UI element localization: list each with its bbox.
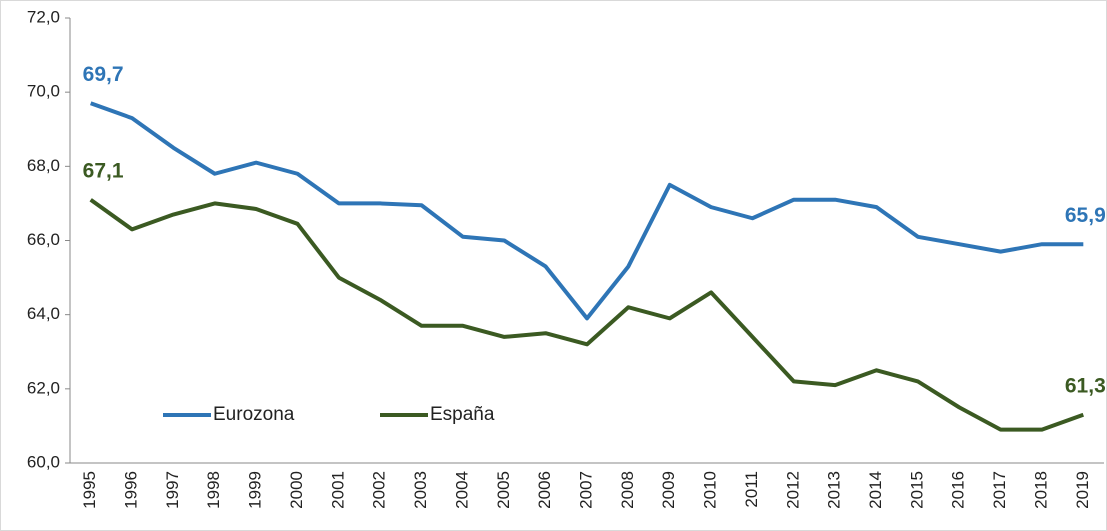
- value-label: 67,1: [83, 159, 124, 182]
- x-tick-label: 1995: [80, 471, 99, 509]
- x-tick-label: 2003: [411, 471, 430, 509]
- x-tick-label: 1998: [204, 471, 223, 509]
- x-tick-label: 2011: [742, 471, 761, 508]
- x-tick-label: 2013: [825, 471, 844, 509]
- value-label: 61,3: [1065, 374, 1106, 397]
- x-tick-label: 2010: [701, 471, 720, 509]
- x-tick-label: 2001: [328, 471, 347, 509]
- value-label: 69,7: [83, 63, 124, 86]
- y-tick-label: 60,0: [27, 452, 60, 471]
- x-tick-label: 2004: [452, 471, 471, 509]
- value-label: 65,9: [1065, 204, 1106, 227]
- y-tick-label: 66,0: [27, 230, 60, 249]
- y-tick-label: 68,0: [27, 156, 60, 175]
- legend-label: Eurozona: [213, 404, 295, 425]
- x-tick-label: 2016: [949, 471, 968, 509]
- y-tick-label: 62,0: [27, 378, 60, 397]
- x-tick-label: 2000: [287, 471, 306, 509]
- legend-label: España: [430, 404, 495, 425]
- x-tick-label: 1999: [246, 471, 265, 509]
- x-tick-label: 2018: [1031, 471, 1050, 509]
- x-tick-label: 1997: [163, 471, 182, 509]
- x-tick-label: 2008: [618, 471, 637, 509]
- series-line: [90, 101, 1084, 321]
- series-line: [89, 198, 1084, 432]
- x-tick-label: 2012: [783, 471, 802, 509]
- y-tick-label: 64,0: [27, 304, 60, 323]
- x-tick-label: 2017: [990, 471, 1009, 509]
- y-tick-label: 72,0: [27, 7, 60, 26]
- x-tick-label: 2002: [370, 471, 389, 509]
- x-tick-label: 2006: [535, 471, 554, 509]
- x-tick-label: 2009: [659, 471, 678, 509]
- x-tick-label: 2019: [1073, 471, 1092, 509]
- x-tick-label: 2014: [866, 471, 885, 509]
- x-tick-label: 2007: [576, 471, 595, 509]
- y-tick-label: 70,0: [27, 82, 60, 101]
- x-tick-label: 1996: [122, 471, 141, 509]
- x-tick-label: 2015: [907, 471, 926, 509]
- x-tick-label: 2005: [494, 471, 513, 509]
